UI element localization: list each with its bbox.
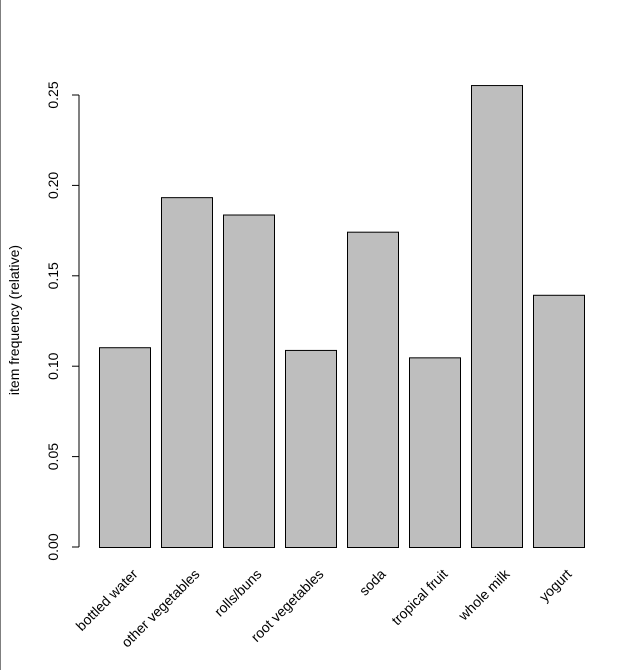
x-tick-label: tropical fruit: [388, 566, 451, 629]
bar-other-vegetables: [161, 197, 213, 548]
x-tick-label: whole milk: [454, 565, 513, 624]
y-tick-label: 0.10: [45, 352, 61, 379]
bar-bottled-water: [99, 347, 151, 548]
y-tick-label: 0.05: [45, 443, 61, 470]
x-tick-label: yogurt: [536, 566, 575, 605]
bar-soda: [347, 231, 399, 548]
window-left-edge: [0, 0, 1, 670]
bar-root-vegetables: [285, 349, 337, 549]
bars: [99, 85, 585, 549]
bar-yogurt: [533, 294, 585, 548]
y-tick-label: 0.25: [45, 81, 61, 108]
y-tick-label: 0.00: [45, 533, 61, 560]
bar-tropical-fruit: [409, 357, 461, 548]
y-axis-label: item frequency (relative): [6, 245, 22, 395]
x-tick-label: rolls/buns: [211, 566, 265, 620]
y-tick-label: 0.20: [45, 172, 61, 199]
y-axis: 0.00 0.05 0.10 0.15 0.20 0.25: [45, 81, 80, 561]
y-tick-label: 0.15: [45, 262, 61, 289]
x-tick-label: bottled water: [73, 566, 141, 634]
bar-whole-milk: [471, 85, 523, 548]
bar-rolls-buns: [223, 214, 275, 549]
x-tick-label: soda: [356, 566, 389, 599]
